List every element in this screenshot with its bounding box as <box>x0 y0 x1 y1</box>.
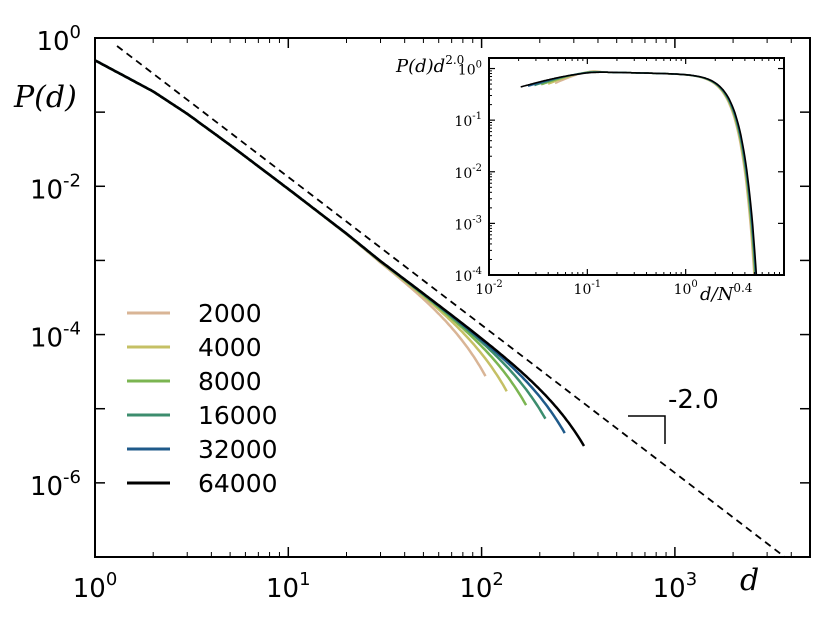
series-line-2000 <box>95 59 487 377</box>
main-plot: 100 101 102 103 100 10-2 10-4 10-6 d P(d) <box>13 22 811 604</box>
y-tick-label: 10-6 <box>30 467 81 502</box>
x-tick-label: 100 <box>73 569 118 604</box>
slope-triangle <box>628 415 666 444</box>
x-tick-label: 103 <box>653 569 698 604</box>
legend-label-32000: 32000 <box>198 435 278 464</box>
legend-label-4000: 4000 <box>198 333 262 362</box>
inset-x-tick-label: 100 <box>674 279 698 298</box>
inset-background <box>489 58 784 275</box>
main-plot-frame <box>94 37 811 558</box>
inset-y-tick-label: 10-1 <box>454 111 482 130</box>
y-tick-label: 10-2 <box>30 170 81 205</box>
slope-marker: -2.0 <box>628 385 719 444</box>
series-line-4000 <box>95 59 508 392</box>
series-line-64000 <box>95 59 586 447</box>
legend: 2000 4000 8000 16000 32000 64000 <box>127 299 278 498</box>
inset-plot: 10-2 10-1 10010010-110-210-310-4d/N0.4P(d)… <box>395 53 785 305</box>
inset-x-tick-label: 10-2 <box>475 279 503 298</box>
inset-y-tick-label: 10-2 <box>454 163 482 182</box>
legend-label-64000: 64000 <box>198 469 278 498</box>
x-axis-label: d <box>740 563 759 598</box>
reference-slope-line <box>116 45 787 557</box>
legend-label-8000: 8000 <box>198 367 262 396</box>
inset-x-tick-label: 10-1 <box>574 279 602 298</box>
y-axis-label: P(d) <box>13 80 77 115</box>
inset-y-tick-label: 10-3 <box>454 214 482 233</box>
inset-plot-frame <box>488 57 785 276</box>
legend-label-2000: 2000 <box>198 299 262 328</box>
inset-x-axis-label: d/N0.4 <box>700 281 753 305</box>
inset-y-axis-label: P(d)d2.0 <box>395 53 464 77</box>
y-tick-label: 10-4 <box>30 319 81 354</box>
slope-label: -2.0 <box>668 385 719 415</box>
y-tick-label: 100 <box>36 22 81 57</box>
inset-series-line-64000 <box>520 71 758 275</box>
x-tick-label: 102 <box>459 569 504 604</box>
legend-label-16000: 16000 <box>198 401 278 430</box>
x-tick-label: 101 <box>266 569 311 604</box>
